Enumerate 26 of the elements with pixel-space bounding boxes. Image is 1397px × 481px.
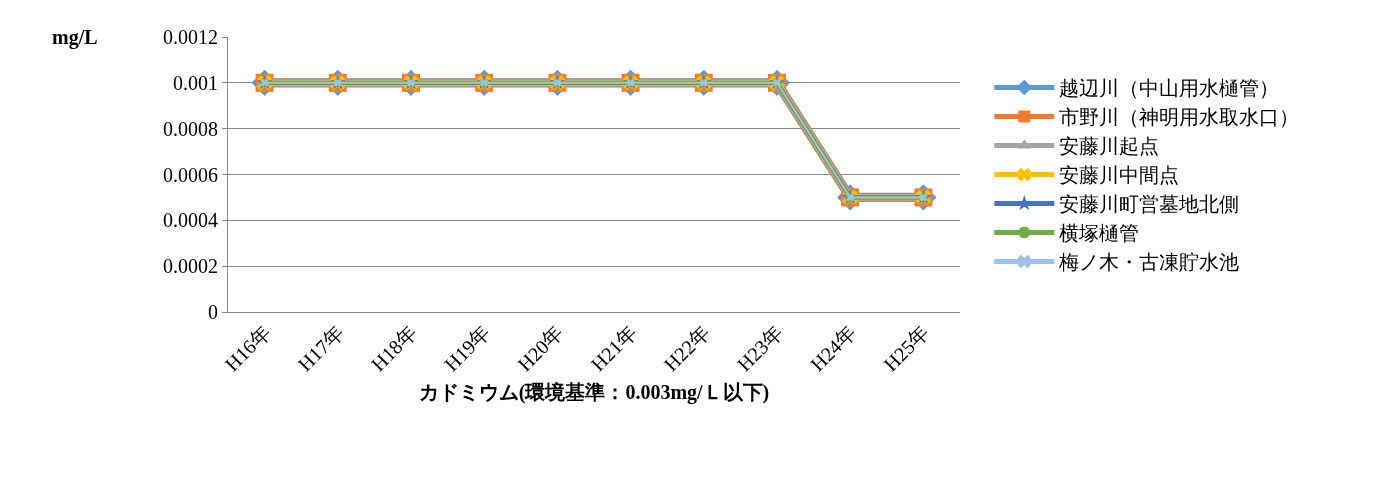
x-tick-label: H20年 <box>513 321 568 376</box>
legend-label: 安藤川町営墓地北側 <box>1059 193 1240 216</box>
x-tick-label: H21年 <box>586 321 641 376</box>
y-axis-title: mg/L <box>52 26 98 49</box>
legend-label: 越辺川（中山用水樋管） <box>1059 77 1280 100</box>
y-tick-label: 0.0002 <box>163 255 218 278</box>
y-tick-label: 0.001 <box>173 71 218 94</box>
x-tick-label: H25年 <box>879 321 934 376</box>
x-tick-label: H22年 <box>659 321 714 376</box>
legend-label: 市野川（神明用水取水口） <box>1059 106 1300 129</box>
legend-label: 安藤川起点 <box>1059 135 1160 158</box>
x-tick-label: H18年 <box>366 321 421 376</box>
x-axis-title: カドミウム(環境基準：0.003mg/Ｌ以下) <box>418 380 770 404</box>
legend-label: 安藤川中間点 <box>1059 164 1180 187</box>
x-tick-label: H17年 <box>293 321 348 376</box>
x-tick-label: H19年 <box>440 321 495 376</box>
legend-label: 横塚樋管 <box>1059 222 1140 245</box>
x-tick-label: H23年 <box>732 321 787 376</box>
y-tick-label: 0.0012 <box>163 26 218 48</box>
y-tick-label: 0.0004 <box>163 209 218 232</box>
x-tick-label: H24年 <box>806 321 861 376</box>
y-tick-label: 0 <box>208 301 218 323</box>
y-tick-label: 0.0006 <box>163 163 218 186</box>
y-tick-label: 0.0008 <box>163 117 218 140</box>
legend-label: 梅ノ木・古凍貯水池 <box>1058 251 1240 274</box>
x-tick-label: H16年 <box>220 321 275 376</box>
